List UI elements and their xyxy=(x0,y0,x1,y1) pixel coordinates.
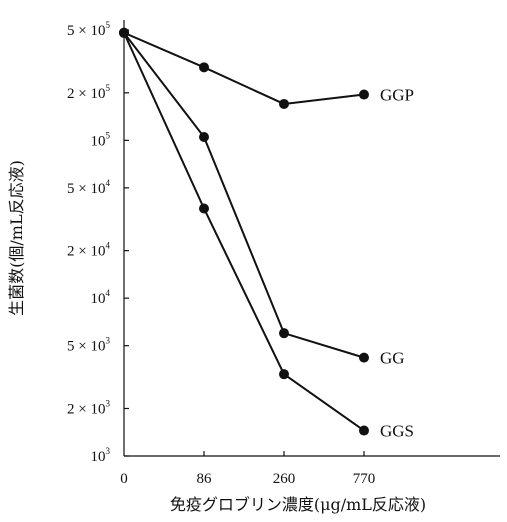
y-tick-label: 5 × 103 xyxy=(67,336,110,355)
y-tick-label: 5 × 104 xyxy=(67,178,110,197)
y-axis-label: 生菌数(個/mL反応液) xyxy=(7,160,26,316)
data-point-ggs xyxy=(119,27,129,38)
x-tick-label: 0 xyxy=(120,471,128,487)
series-line-gg xyxy=(123,32,365,359)
data-point-ggp xyxy=(199,62,209,73)
data-point-gg xyxy=(199,131,209,142)
x-axis-label: 免疫グロブリン濃度(μg/mL反応液) xyxy=(170,495,426,514)
data-point-ggp xyxy=(279,98,289,109)
series-label-ggs: GGS xyxy=(380,422,414,441)
y-tick-label: 2 × 103 xyxy=(67,398,110,417)
series-label-gg: GG xyxy=(380,349,405,368)
x-tick-label: 770 xyxy=(353,471,376,487)
y-tick-label: 2 × 104 xyxy=(67,241,110,260)
data-point-gg xyxy=(359,352,369,363)
x-ticks: 0 86 260 770 xyxy=(120,451,375,487)
series-labels: GGP GG GGS xyxy=(380,86,414,441)
series-label-ggp: GGP xyxy=(380,86,414,105)
y-tick-label: 2 × 105 xyxy=(67,83,110,102)
series-lines xyxy=(123,31,365,432)
y-tick-label: 104 xyxy=(91,288,111,307)
data-point-gg xyxy=(279,328,289,339)
x-tick-label: 86 xyxy=(197,471,213,487)
data-point-ggs xyxy=(359,425,369,436)
y-ticks: 5 × 105 2 × 105 105 5 × 104 2 × 104 104 5 × 10… xyxy=(67,20,129,465)
axes xyxy=(123,20,500,457)
y-tick-label: 103 xyxy=(91,446,111,465)
series-line-ggs xyxy=(123,32,365,432)
series-points xyxy=(119,27,369,436)
y-tick-label: 105 xyxy=(91,130,111,149)
data-point-ggs xyxy=(199,203,209,214)
series-line-ggp xyxy=(123,31,365,105)
data-point-ggs xyxy=(279,369,289,380)
data-point-ggp xyxy=(359,89,369,100)
x-tick-label: 260 xyxy=(273,471,296,487)
y-tick-label: 5 × 105 xyxy=(67,20,110,39)
